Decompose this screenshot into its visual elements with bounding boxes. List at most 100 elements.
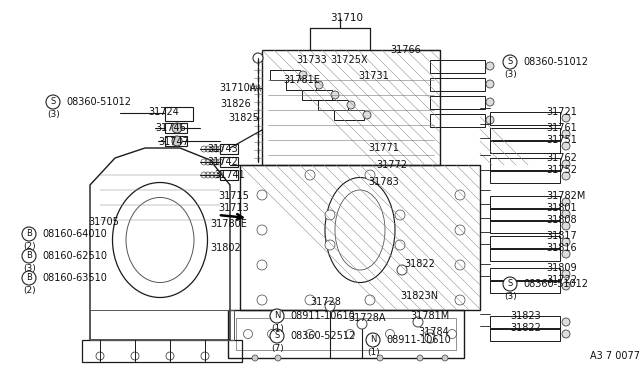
Circle shape <box>131 352 139 360</box>
Text: 31705: 31705 <box>88 217 119 227</box>
Circle shape <box>455 260 465 270</box>
Circle shape <box>257 295 267 305</box>
Circle shape <box>270 329 284 343</box>
Text: 31741: 31741 <box>214 170 244 180</box>
Text: 31724: 31724 <box>148 107 179 117</box>
Circle shape <box>299 71 307 79</box>
Bar <box>490 280 560 293</box>
Circle shape <box>562 198 570 206</box>
Circle shape <box>325 301 335 311</box>
Bar <box>490 158 560 171</box>
Circle shape <box>268 330 276 339</box>
Circle shape <box>172 123 182 133</box>
Text: 31710A: 31710A <box>219 83 257 93</box>
Bar <box>490 316 560 329</box>
Text: 31721: 31721 <box>546 107 577 117</box>
Text: 08360-51012: 08360-51012 <box>523 57 588 67</box>
Circle shape <box>305 295 315 305</box>
Circle shape <box>442 355 448 361</box>
Text: 08360-51012: 08360-51012 <box>523 279 588 289</box>
Circle shape <box>325 240 335 250</box>
Circle shape <box>562 172 570 180</box>
Bar <box>490 208 560 221</box>
Text: B: B <box>26 230 32 238</box>
Text: B: B <box>26 251 32 260</box>
Text: 31822: 31822 <box>510 323 541 333</box>
Bar <box>262 50 440 165</box>
Bar <box>490 112 560 125</box>
Circle shape <box>347 101 355 109</box>
Text: (2): (2) <box>24 285 36 295</box>
Text: 31713: 31713 <box>218 203 249 213</box>
Circle shape <box>562 210 570 218</box>
Bar <box>165 136 187 146</box>
Circle shape <box>395 210 405 220</box>
Text: 31766: 31766 <box>390 45 420 55</box>
Bar <box>240 165 480 310</box>
Circle shape <box>425 333 435 343</box>
Text: 31733: 31733 <box>296 55 327 65</box>
Text: 31715: 31715 <box>218 191 249 201</box>
Bar <box>82 340 242 362</box>
Text: 08360-51012: 08360-51012 <box>66 97 131 107</box>
Circle shape <box>486 80 494 88</box>
Text: 08911-10610: 08911-10610 <box>386 335 451 345</box>
Circle shape <box>243 330 253 339</box>
Circle shape <box>385 330 394 339</box>
Circle shape <box>325 210 335 220</box>
Text: 31816: 31816 <box>546 243 577 253</box>
Circle shape <box>257 190 267 200</box>
Text: 31771: 31771 <box>368 143 399 153</box>
Text: S: S <box>508 279 513 289</box>
Text: (7): (7) <box>271 343 284 353</box>
Text: (1): (1) <box>271 324 284 333</box>
Text: 31809: 31809 <box>546 263 577 273</box>
Bar <box>334 110 364 120</box>
Text: 08160-64010: 08160-64010 <box>42 229 107 239</box>
Text: N: N <box>274 311 280 321</box>
Bar <box>430 78 485 91</box>
Circle shape <box>257 260 267 270</box>
Circle shape <box>562 250 570 258</box>
Circle shape <box>395 240 405 250</box>
Text: 08160-63510: 08160-63510 <box>42 273 107 283</box>
Circle shape <box>46 95 60 109</box>
Text: 31822: 31822 <box>404 259 435 269</box>
Bar <box>286 80 316 90</box>
Circle shape <box>201 352 209 360</box>
Bar <box>165 123 187 133</box>
Circle shape <box>270 309 284 323</box>
Circle shape <box>22 249 36 263</box>
Text: 31743: 31743 <box>207 144 237 154</box>
Circle shape <box>275 355 281 361</box>
Text: 31823: 31823 <box>510 311 541 321</box>
Text: 31762: 31762 <box>546 153 577 163</box>
Circle shape <box>486 98 494 106</box>
Bar <box>490 128 560 141</box>
Text: S: S <box>275 331 280 340</box>
Circle shape <box>486 62 494 70</box>
Circle shape <box>503 55 517 69</box>
Circle shape <box>363 111 371 119</box>
Text: (2): (2) <box>24 241 36 250</box>
Circle shape <box>426 330 435 339</box>
Text: 31782M: 31782M <box>546 191 586 201</box>
Bar <box>228 310 464 358</box>
Bar <box>490 328 560 341</box>
Text: 31772: 31772 <box>376 160 407 170</box>
Circle shape <box>455 295 465 305</box>
Text: B: B <box>26 273 32 282</box>
Circle shape <box>447 330 456 339</box>
Text: 31731: 31731 <box>358 71 388 81</box>
Text: 08911-10610: 08911-10610 <box>290 311 355 321</box>
Circle shape <box>357 319 367 329</box>
Text: (1): (1) <box>367 347 380 356</box>
Bar <box>430 96 485 109</box>
Text: 31725X: 31725X <box>330 55 367 65</box>
Circle shape <box>455 190 465 200</box>
Bar <box>220 170 238 180</box>
Text: (3): (3) <box>24 263 36 273</box>
Circle shape <box>417 355 423 361</box>
Circle shape <box>96 352 104 360</box>
Text: 31710: 31710 <box>330 13 363 23</box>
